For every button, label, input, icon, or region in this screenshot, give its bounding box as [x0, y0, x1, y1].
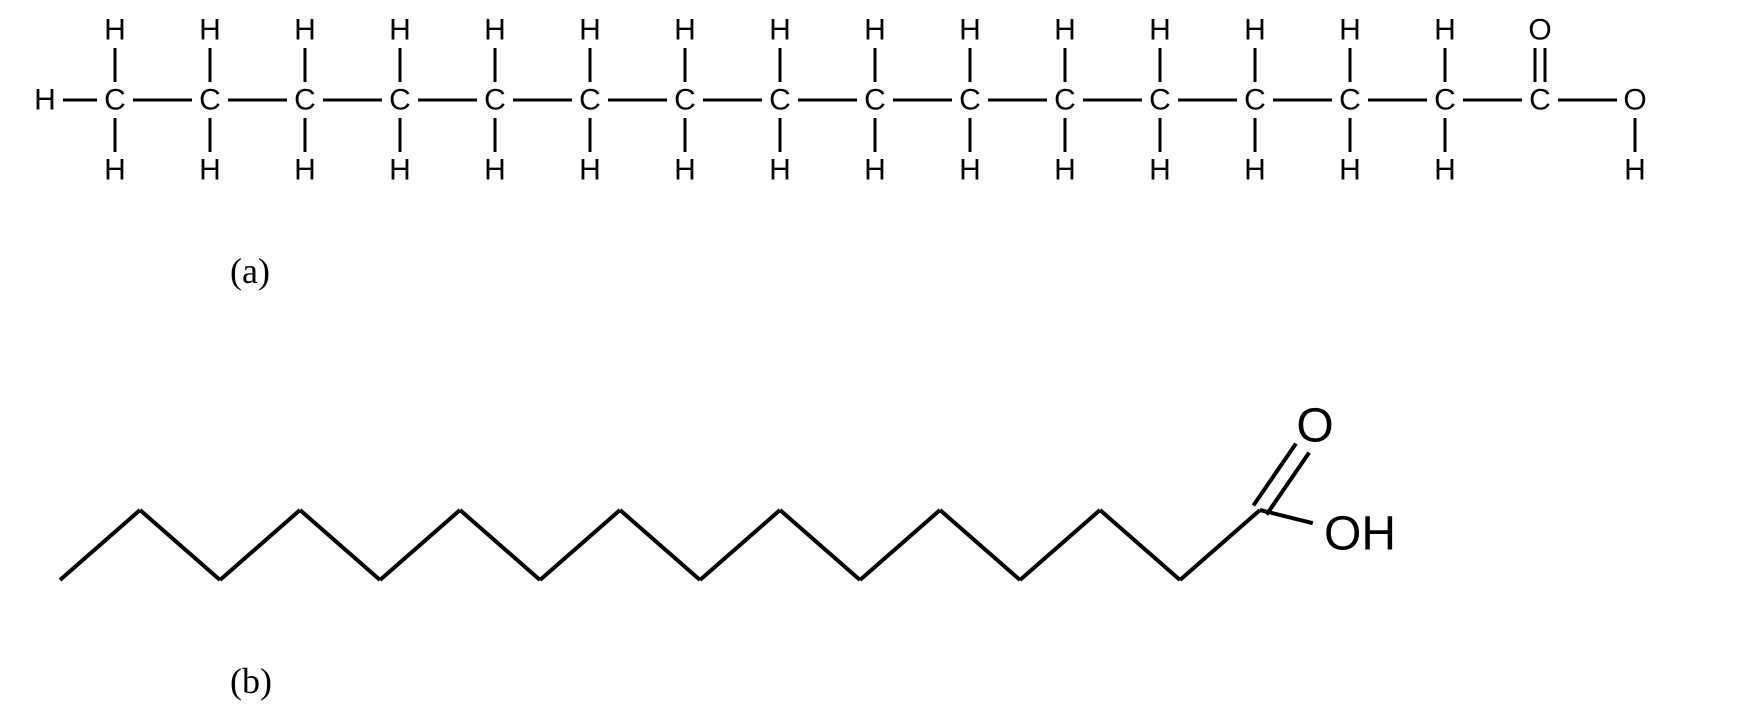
- svg-text:H: H: [104, 14, 126, 47]
- svg-text:H: H: [389, 154, 411, 187]
- svg-text:C: C: [199, 84, 221, 117]
- svg-text:H: H: [294, 14, 316, 47]
- svg-text:H: H: [199, 154, 221, 187]
- svg-text:C: C: [1434, 84, 1456, 117]
- svg-text:H: H: [674, 154, 696, 187]
- svg-text:C: C: [769, 84, 791, 117]
- svg-text:H: H: [1339, 14, 1361, 47]
- svg-text:H: H: [1339, 154, 1361, 187]
- svg-text:H: H: [674, 14, 696, 47]
- svg-text:H: H: [1244, 154, 1266, 187]
- svg-text:OH: OH: [1324, 508, 1396, 561]
- svg-text:C: C: [1054, 84, 1076, 117]
- svg-text:H: H: [199, 14, 221, 47]
- svg-text:C: C: [864, 84, 886, 117]
- svg-text:C: C: [294, 84, 316, 117]
- svg-text:H: H: [294, 154, 316, 187]
- svg-text:H: H: [864, 14, 886, 47]
- svg-text:C: C: [1339, 84, 1361, 117]
- svg-text:C: C: [579, 84, 601, 117]
- svg-text:C: C: [959, 84, 981, 117]
- svg-text:C: C: [104, 84, 126, 117]
- chemical-structures-svg: H C H H C H H C H H C H H C H H C H H C H H C H H C H H C H H C H H C H H C H H…: [0, 0, 1761, 725]
- svg-text:H: H: [1244, 14, 1266, 47]
- svg-text:C: C: [484, 84, 506, 117]
- svg-text:H: H: [579, 154, 601, 187]
- svg-text:C: C: [1529, 84, 1551, 117]
- svg-text:H: H: [959, 14, 981, 47]
- svg-text:H: H: [1624, 154, 1646, 187]
- caption-b: (b): [230, 660, 272, 702]
- svg-text:H: H: [484, 14, 506, 47]
- svg-text:C: C: [674, 84, 696, 117]
- svg-text:H: H: [34, 84, 56, 117]
- svg-text:O: O: [1296, 400, 1333, 453]
- svg-text:H: H: [1149, 154, 1171, 187]
- svg-text:O: O: [1623, 84, 1646, 117]
- svg-text:C: C: [389, 84, 411, 117]
- svg-text:H: H: [1149, 14, 1171, 47]
- svg-text:H: H: [769, 154, 791, 187]
- svg-text:C: C: [1244, 84, 1266, 117]
- svg-text:H: H: [769, 14, 791, 47]
- svg-text:H: H: [104, 154, 126, 187]
- full-displayed-structure: H C H H C H H C H H C H H C H H C H H C H H C H H C H H C H H C H H C H H C H H…: [34, 14, 1647, 187]
- svg-text:H: H: [1054, 14, 1076, 47]
- skeletal-structure: O OH: [60, 400, 1396, 581]
- caption-a: (a): [230, 250, 270, 292]
- svg-text:H: H: [959, 154, 981, 187]
- svg-text:H: H: [1434, 14, 1456, 47]
- svg-text:C: C: [1149, 84, 1171, 117]
- svg-text:H: H: [579, 14, 601, 47]
- svg-text:H: H: [484, 154, 506, 187]
- svg-text:O: O: [1528, 14, 1551, 47]
- svg-text:H: H: [389, 14, 411, 47]
- svg-text:H: H: [1054, 154, 1076, 187]
- svg-text:H: H: [1434, 154, 1456, 187]
- figure-canvas: H C H H C H H C H H C H H C H H C H H C H H C H H C H H C H H C H H C H H C H H…: [0, 0, 1761, 725]
- svg-text:H: H: [864, 154, 886, 187]
